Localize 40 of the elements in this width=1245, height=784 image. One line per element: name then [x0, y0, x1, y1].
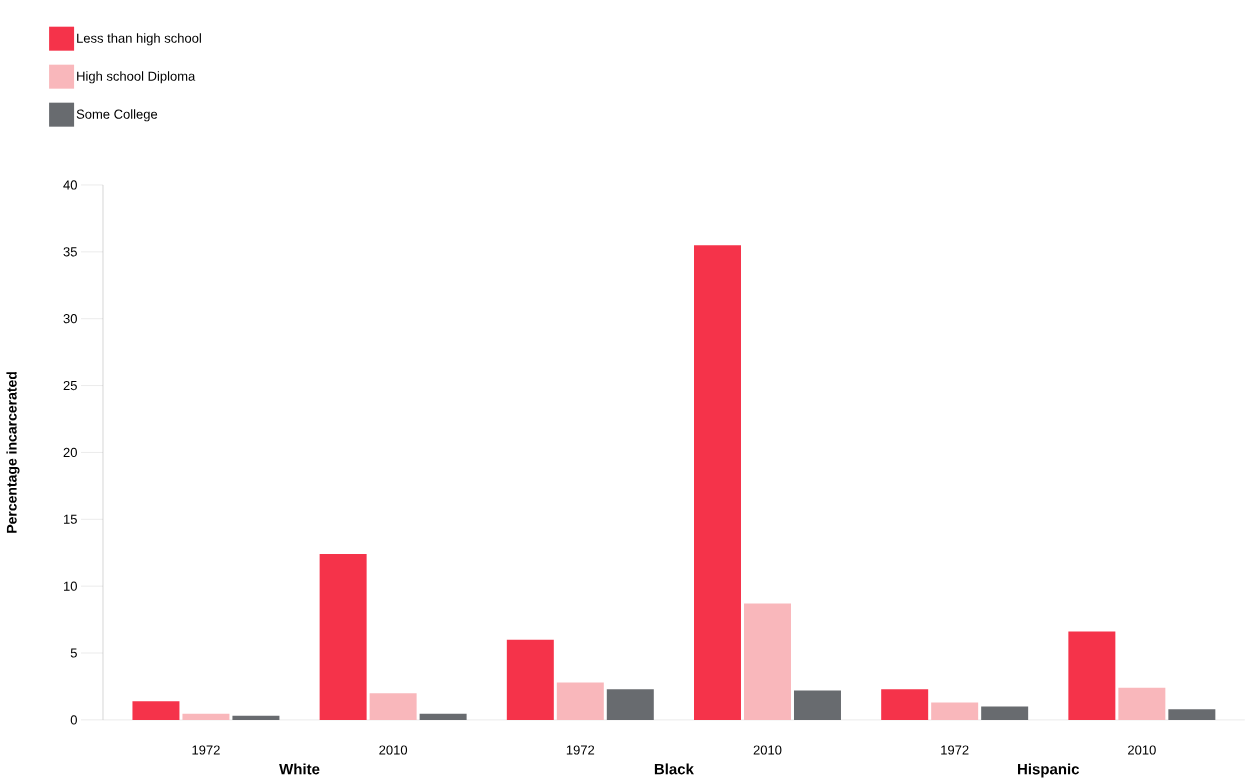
bar: [881, 689, 929, 720]
y-tick-label: 0: [70, 715, 77, 725]
bar: [1118, 687, 1166, 720]
bar: [931, 702, 979, 720]
x-tick-label: 1972: [192, 745, 220, 755]
y-axis-title: Percentage incarcerated: [6, 372, 20, 533]
y-tick-label: 25: [63, 381, 77, 391]
legend-label: High school Diploma: [77, 71, 196, 84]
bar: [981, 706, 1029, 720]
bar: [606, 689, 654, 720]
bar: [319, 554, 367, 720]
bar: [369, 693, 417, 720]
text: Black: [654, 763, 694, 775]
x-tick-label: 1972: [941, 745, 969, 755]
bar: [419, 713, 467, 720]
y-tick-label: 15: [63, 514, 77, 524]
x-tick-label: 1972: [566, 745, 595, 755]
bar: [506, 639, 554, 720]
bar: [793, 690, 841, 720]
bar: [694, 245, 741, 720]
y-tick-label: 20: [63, 447, 77, 458]
y-tick-label: 40: [63, 180, 77, 190]
x-tick-label: 2010: [379, 745, 408, 755]
y-tick-label: 5: [70, 648, 77, 658]
text: White: [279, 763, 320, 775]
bar: [232, 715, 280, 720]
bar: [1168, 709, 1216, 720]
text: Hispanic: [1018, 763, 1080, 778]
bar: [182, 713, 230, 720]
bar: [1068, 631, 1116, 720]
y-tick-label: 35: [63, 247, 77, 257]
bar: [132, 701, 180, 720]
legend-label: Less than high school: [77, 33, 201, 46]
x-tick-label: 2010: [753, 745, 782, 755]
x-tick-label: 2010: [1128, 745, 1156, 755]
bar: [556, 682, 604, 720]
legend-label: Some College: [76, 109, 158, 122]
y-tick-label: 30: [63, 314, 77, 324]
bar: [743, 603, 791, 720]
y-tick-label: 10: [63, 581, 77, 591]
